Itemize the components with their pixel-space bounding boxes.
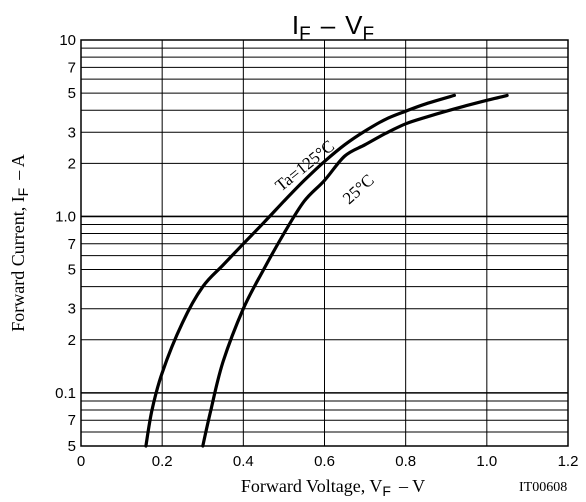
- y-tick-label: 5: [68, 262, 76, 279]
- x-tick-label: 0.2: [152, 453, 173, 470]
- x-tick-label: 0.6: [314, 453, 335, 470]
- y-axis-label: Forward Current, IF – A: [8, 154, 31, 332]
- chart-title: IF – VF: [292, 10, 374, 45]
- plot-frame: [80, 39, 569, 447]
- chart-title-dash: –: [321, 10, 336, 40]
- chart-title-second: V: [345, 10, 363, 40]
- x-axis-label-sub: F: [382, 483, 391, 499]
- grid: [80, 39, 569, 447]
- chart-title-main-sub: F: [299, 24, 311, 45]
- y-tick-label: 3: [68, 301, 76, 318]
- x-tick-label: 1.0: [476, 453, 497, 470]
- y-tick-label: 7: [68, 412, 76, 429]
- series-line-ta-125c: [144, 93, 456, 448]
- chart-title-second-sub: F: [363, 24, 375, 45]
- y-tick-label: 5: [68, 85, 76, 102]
- y-axis-label-suffix: – A: [8, 154, 28, 181]
- data-series: [144, 93, 509, 448]
- chart-title-main: I: [292, 10, 299, 40]
- y-tick-label: 10: [59, 32, 76, 49]
- x-axis-label-prefix: Forward Voltage, V: [241, 476, 383, 496]
- y-axis-label-prefix: Forward Current, I: [8, 196, 28, 331]
- annotation-25c: 25°C: [339, 170, 378, 208]
- x-tick-label: 0.4: [233, 453, 254, 470]
- y-tick-label: 2: [68, 332, 76, 349]
- figure-code-label: IT00608: [519, 480, 567, 495]
- y-tick-label: 7: [68, 59, 76, 76]
- x-axis-label-suffix: – V: [398, 476, 425, 496]
- x-axis-label: Forward Voltage, VF – V: [241, 476, 425, 499]
- tick-labels: 0 0.2 0.4 0.6 0.8 1.0 1.2 5 7 0.1 2 3 5 7 1.0 2 3 5 7 10: [55, 32, 578, 470]
- series-line-25c: [201, 93, 509, 448]
- x-tick-label: 0.8: [395, 453, 416, 470]
- y-tick-label: 7: [68, 236, 76, 253]
- x-tick-label: 0: [77, 453, 85, 470]
- x-tick-label: 1.2: [558, 453, 579, 470]
- annotation-ta-125c: Ta=125°C: [272, 136, 338, 195]
- y-tick-label: 5: [68, 438, 76, 455]
- y-axis-label-sub: F: [15, 188, 31, 197]
- y-tick-label: 1.0: [55, 208, 76, 225]
- y-tick-label: 3: [68, 124, 76, 141]
- y-tick-label: 2: [68, 155, 76, 172]
- y-tick-label: 0.1: [55, 385, 76, 402]
